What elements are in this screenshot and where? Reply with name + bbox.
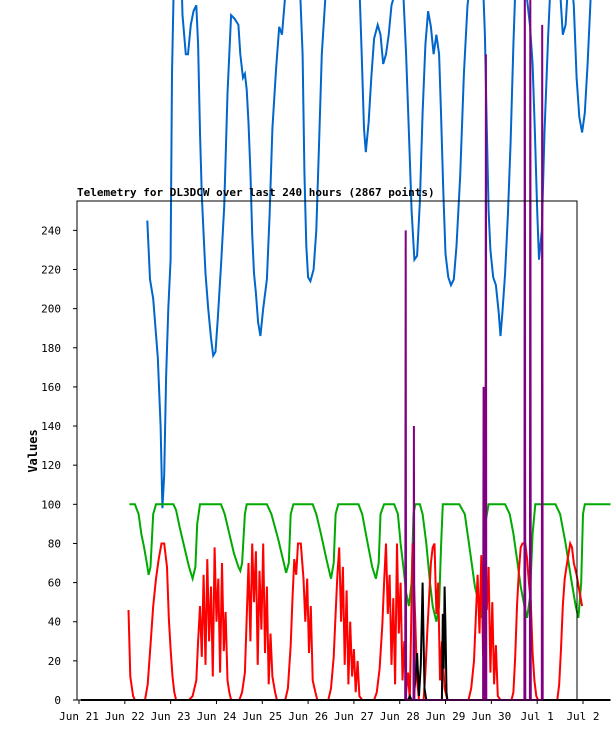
chart-title: Telemetry for DL3DCW over last 240 hours…: [77, 186, 435, 199]
y-tick-label: 100: [41, 498, 61, 511]
series-line-2: [127, 540, 584, 701]
x-tick-label: Jul 1: [521, 710, 554, 723]
series-line-0: [146, 0, 592, 509]
y-tick-label: 200: [41, 303, 61, 316]
plot-lines: [80, 0, 611, 701]
x-tick-label: Jul 2: [566, 710, 599, 723]
x-tick-label: Jun 21: [59, 710, 99, 723]
y-tick-label: 80: [48, 537, 61, 550]
x-tick-label: Jun 23: [151, 710, 191, 723]
y-tick-label: 220: [41, 263, 61, 276]
x-tick-label: Jun 27: [334, 710, 374, 723]
x-tick-label: Jun 30: [471, 710, 511, 723]
series-line-4: [404, 0, 544, 701]
x-tick-label: Jun 22: [105, 710, 145, 723]
y-tick-label: 180: [41, 342, 61, 355]
y-tick-label: 120: [41, 459, 61, 472]
x-tick-label: Jun 26: [288, 710, 328, 723]
y-tick-label: 60: [48, 577, 61, 590]
plot-frame: [76, 200, 578, 701]
y-tick-label: 140: [41, 420, 61, 433]
x-tick-label: Jun 28: [380, 710, 420, 723]
y-tick-label: 40: [48, 616, 61, 629]
y-ticks: 0 20 40 60 80 100 120 140 160 180 200 220 240: [41, 224, 77, 707]
y-tick-label: 160: [41, 381, 61, 394]
x-tick-label: Jun 29: [426, 710, 466, 723]
y-tick-label: 240: [41, 224, 61, 237]
plot-border: [76, 200, 578, 701]
y-axis-label: Values: [26, 429, 40, 472]
y-tick-label: 20: [48, 655, 61, 668]
x-tick-label: Jun 24: [197, 710, 237, 723]
x-ticks: Jun 21 Jun 22 Jun 23 Jun 24 Jun 25 Jun 26 Jun …: [59, 700, 600, 723]
series-line-1: [129, 503, 611, 622]
y-tick-label: 0: [54, 694, 61, 707]
x-tick-label: Jun 25: [242, 710, 282, 723]
